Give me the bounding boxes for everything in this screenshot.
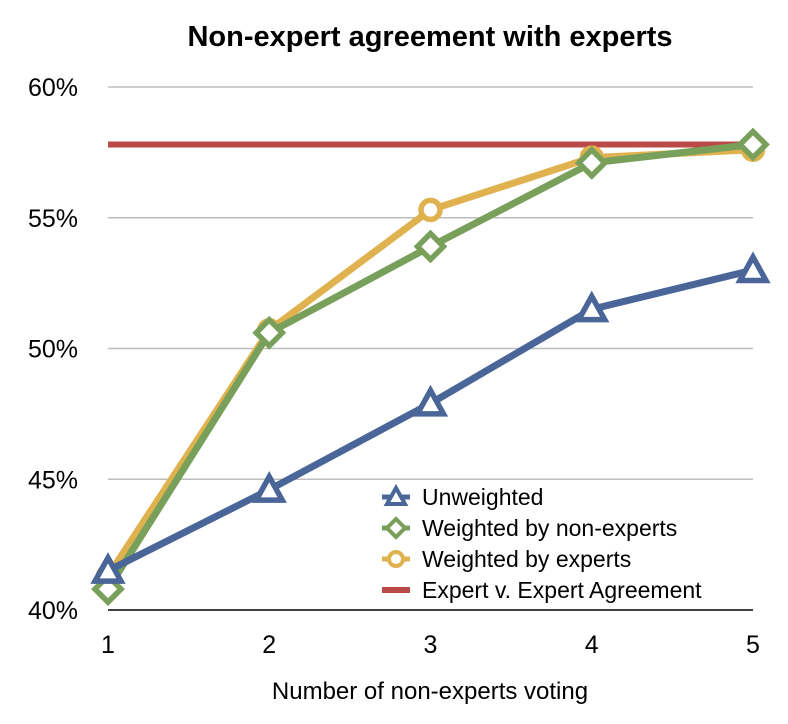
x-tick-label: 2 [262, 631, 276, 659]
data-point-diamond [252, 315, 287, 350]
series-weighted-by-non-experts [91, 127, 770, 606]
legend-label: Unweighted [422, 484, 543, 510]
data-point-triangle [90, 552, 126, 584]
x-tick-label: 3 [424, 631, 438, 659]
legend-swatch-diamond [384, 516, 408, 540]
y-tick-label: 60% [28, 74, 78, 102]
data-point-diamond [736, 127, 770, 162]
y-tick-label: 45% [28, 466, 78, 494]
x-tick-label: 1 [101, 631, 115, 659]
legend-label: Expert v. Expert Agreement [422, 577, 702, 603]
legend-label: Weighted by experts [422, 546, 631, 572]
legend-label: Weighted by non-experts [422, 515, 677, 541]
legend: Unweighted Weighted by non-experts Weighte… [382, 483, 702, 603]
y-tick-label: 50% [28, 336, 78, 364]
y-tick-label: 40% [28, 597, 78, 625]
series-unweighted [90, 251, 771, 584]
data-point-triangle [574, 290, 610, 323]
data-point-diamond [574, 145, 609, 180]
legend-swatch-circle [387, 550, 405, 568]
x-axis-ticks: 1 2 3 4 5 [101, 631, 760, 659]
chart-title: Non-expert agreement with experts [187, 21, 672, 53]
data-point-diamond [413, 229, 448, 264]
legend-swatch-triangle [383, 483, 409, 506]
x-tick-label: 5 [746, 631, 760, 659]
legend-item: Weighted by non-experts [382, 515, 677, 541]
y-axis-ticks: 40% 45% 50% 55% 60% [28, 74, 78, 625]
data-point-circle [418, 197, 443, 223]
series-layer [90, 127, 771, 606]
x-axis-label: Number of non-experts voting [272, 678, 588, 705]
legend-item: Weighted by experts [382, 546, 631, 572]
data-point-triangle [735, 251, 771, 284]
legend-item: Expert v. Expert Agreement [382, 577, 702, 603]
data-point-triangle [412, 384, 449, 417]
x-tick-label: 4 [585, 631, 599, 659]
y-tick-label: 55% [28, 205, 78, 233]
data-point-triangle [251, 471, 287, 503]
legend-item: Unweighted [382, 483, 543, 510]
